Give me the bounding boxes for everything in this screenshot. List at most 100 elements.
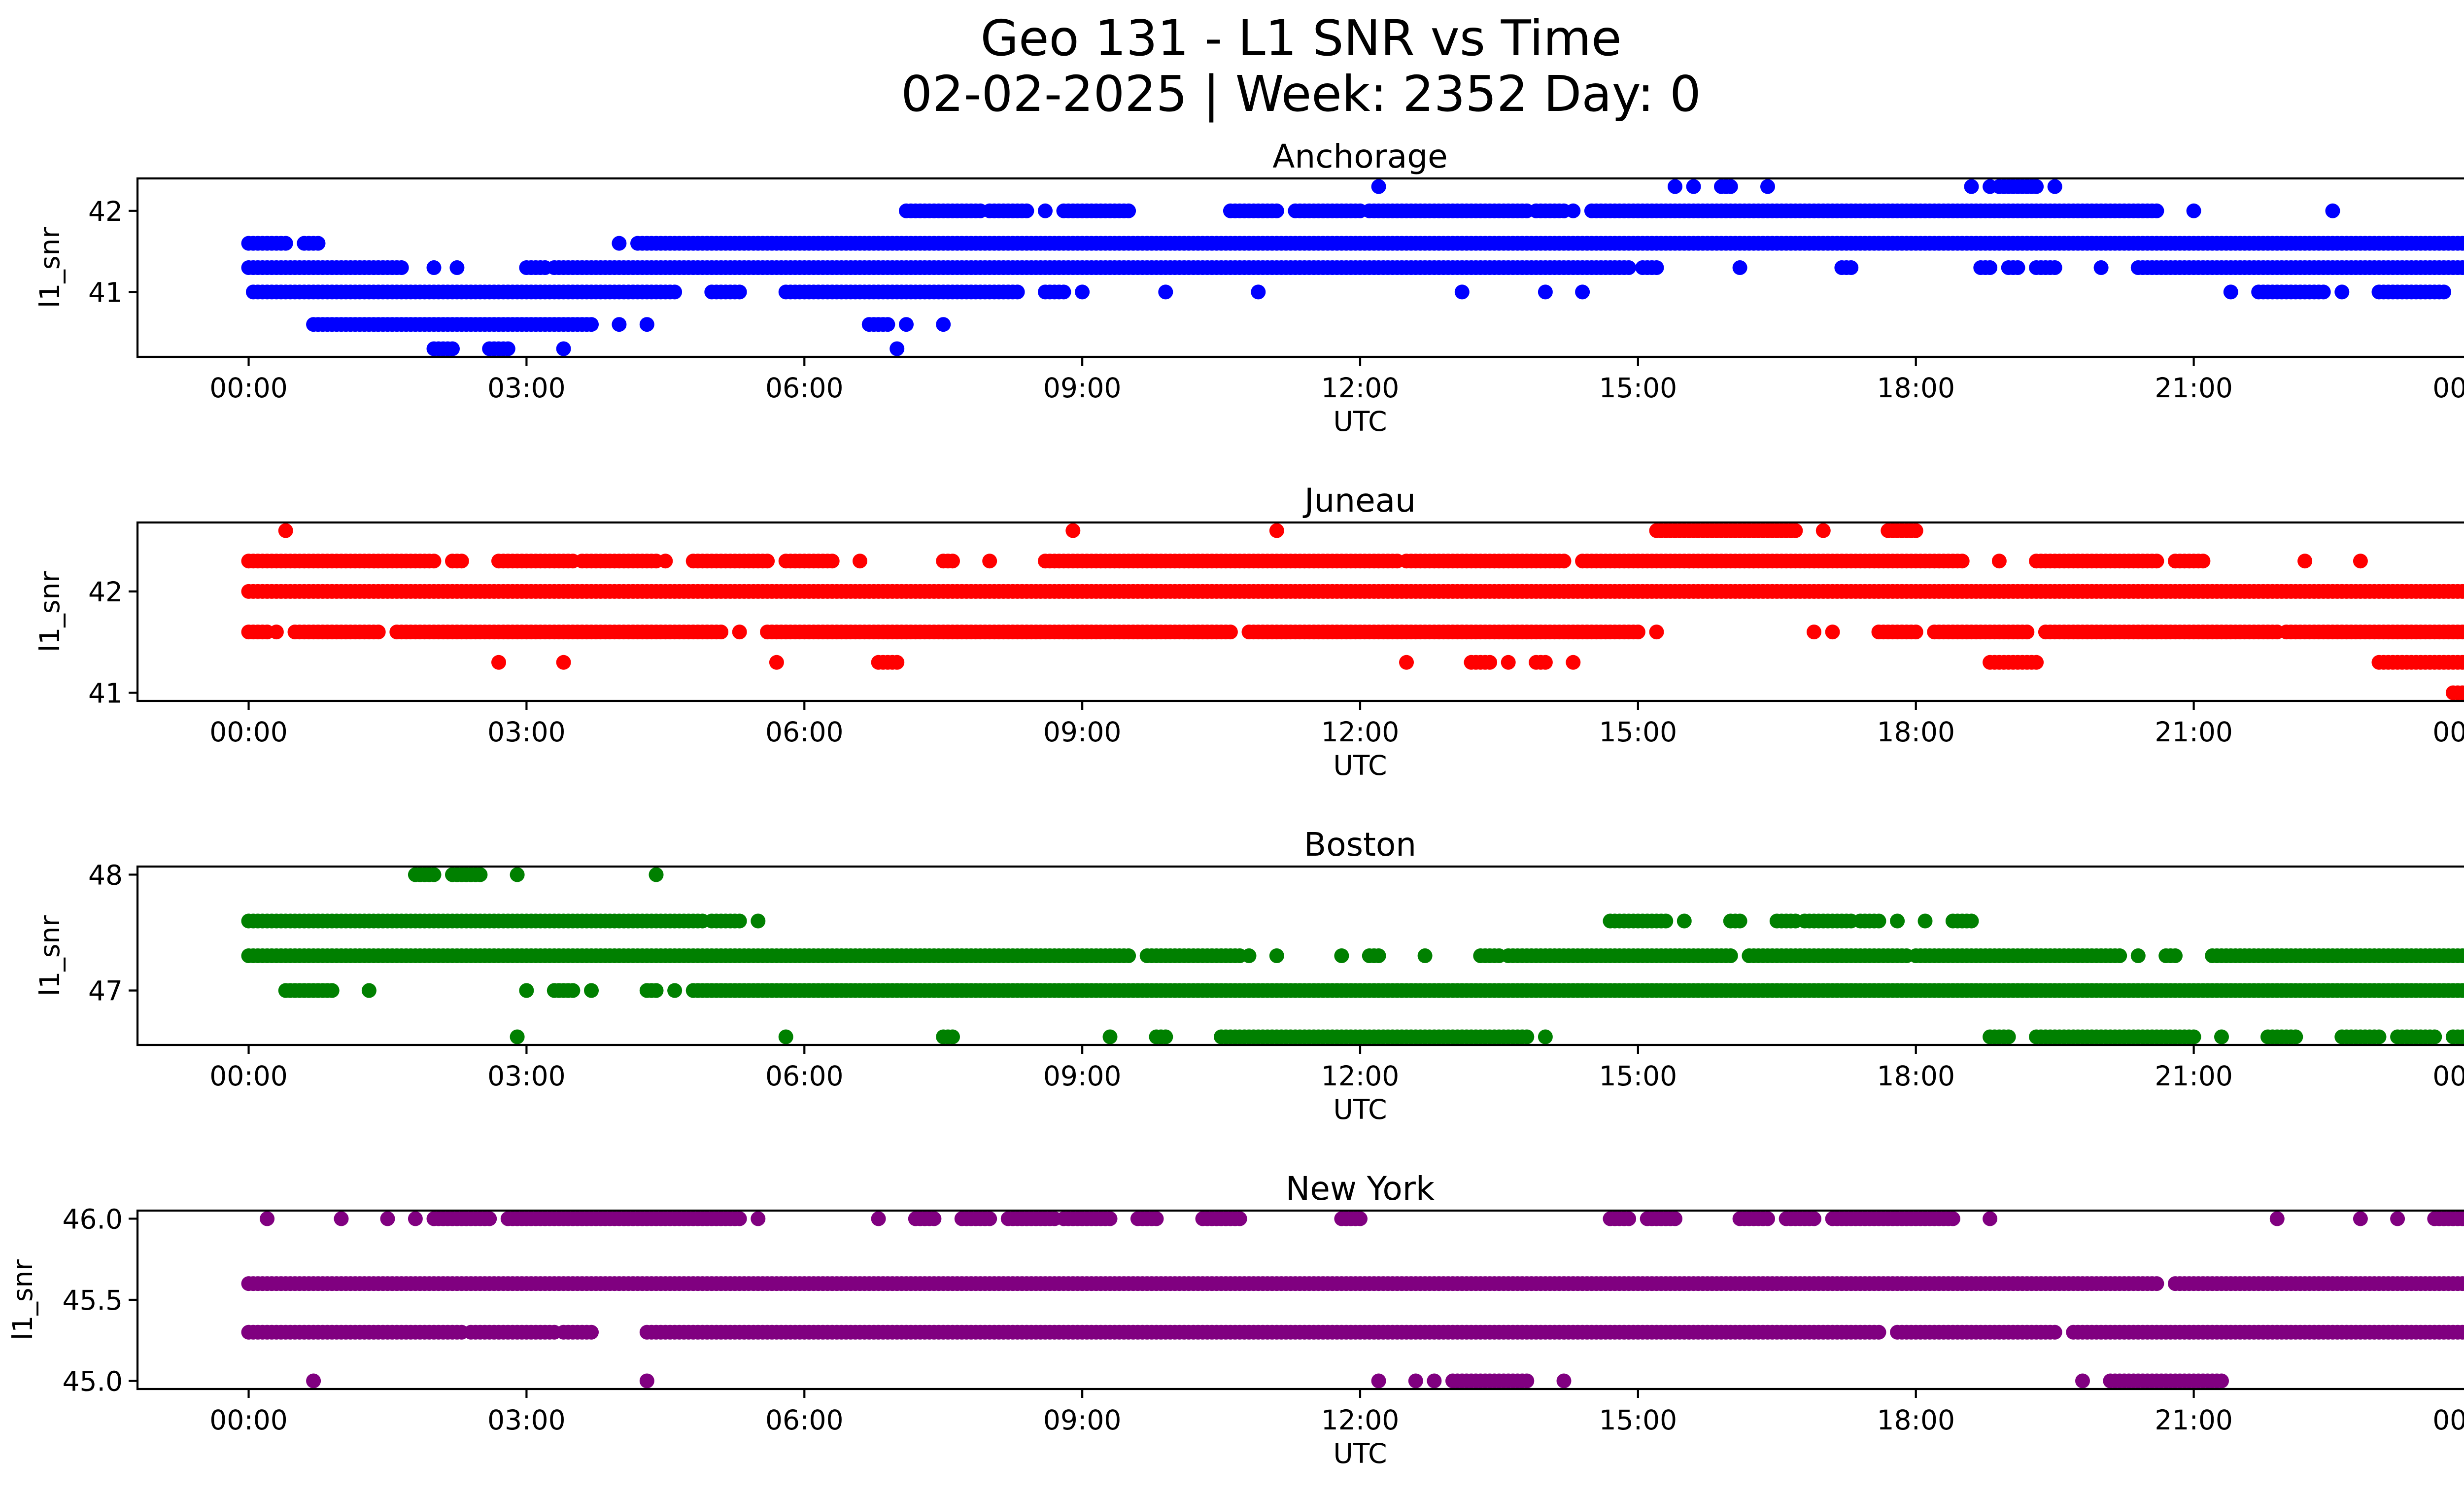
data-point — [491, 655, 506, 670]
data-point — [2186, 1029, 2201, 1044]
data-point — [1010, 284, 1025, 300]
data-point — [1334, 948, 1349, 963]
y-axis-label: l1_snr — [34, 227, 66, 308]
data-point — [1519, 1029, 1535, 1044]
data-point — [2427, 1029, 2442, 1044]
data-point — [751, 1211, 766, 1226]
data-point — [1121, 203, 1136, 218]
data-point — [2460, 585, 2464, 598]
data-point — [1158, 284, 1173, 300]
data-point — [2316, 284, 2331, 300]
data-point — [1371, 948, 1386, 963]
data-point — [1371, 1373, 1386, 1389]
data-point — [2460, 949, 2464, 963]
data-point — [732, 1211, 747, 1226]
data-point — [2455, 685, 2464, 700]
data-point — [510, 1029, 525, 1044]
data-point — [1556, 554, 1572, 569]
x-tick-label: 18:00 — [1877, 1060, 1955, 1092]
data-point — [361, 983, 376, 998]
data-point — [324, 983, 340, 998]
data-point — [500, 341, 515, 356]
scatter-points — [241, 523, 2464, 700]
data-point — [426, 554, 442, 569]
x-tick-label: 03:00 — [487, 716, 566, 748]
data-point — [769, 655, 784, 670]
x-tick-label: 15:00 — [1599, 1060, 1677, 1092]
scatter-points — [241, 867, 2464, 1044]
data-point — [1723, 948, 1738, 963]
y-tick-label: 42 — [88, 196, 123, 227]
data-point — [1954, 554, 1970, 569]
data-point — [824, 554, 840, 569]
x-tick-label: 00:00 — [209, 372, 288, 404]
data-point — [1575, 284, 1590, 300]
data-point — [2168, 948, 2183, 963]
data-point — [1427, 1373, 1442, 1389]
data-point — [1269, 948, 1284, 963]
data-point — [2460, 625, 2464, 639]
data-point — [2371, 1029, 2387, 1044]
data-point — [658, 554, 673, 569]
x-tick-label: 18:00 — [1877, 372, 1955, 404]
x-tick-label: 18:00 — [1877, 716, 1955, 748]
data-point — [732, 284, 747, 300]
data-point — [899, 317, 914, 332]
scatter-points — [241, 179, 2464, 356]
scatter-points — [241, 1211, 2464, 1389]
data-point — [1019, 203, 1034, 218]
data-point — [1102, 1029, 1118, 1044]
data-point — [1686, 179, 1701, 194]
data-point — [926, 1211, 942, 1226]
data-point — [1760, 1211, 1775, 1226]
data-point — [2334, 284, 2350, 300]
data-point — [2047, 260, 2062, 275]
data-point — [2460, 236, 2464, 250]
x-tick-label: 15:00 — [1599, 716, 1677, 748]
data-point — [1566, 655, 1581, 670]
data-point — [2010, 260, 2025, 275]
data-point — [667, 284, 683, 300]
data-point — [982, 1211, 997, 1226]
x-tick-label: 03:00 — [487, 372, 566, 404]
data-point — [426, 260, 442, 275]
x-axis-label: UTC — [1333, 750, 1387, 781]
data-point — [1991, 554, 2007, 569]
chart-title: Geo 131 - L1 SNR vs Time — [981, 9, 1622, 67]
data-point — [2460, 261, 2464, 275]
data-point — [1269, 203, 1284, 218]
data-point — [1241, 948, 1257, 963]
data-point — [1677, 913, 1692, 929]
x-tick-label: 00:00 — [209, 1060, 288, 1092]
data-point — [306, 1373, 321, 1389]
data-point — [732, 913, 747, 929]
data-point — [556, 341, 571, 356]
data-point — [1807, 1211, 1821, 1226]
data-point — [426, 867, 442, 882]
data-point — [269, 625, 284, 640]
data-point — [612, 236, 627, 251]
x-tick-label: 00:00 — [2432, 1060, 2464, 1092]
data-point — [1649, 260, 1664, 275]
subplot-title: New York — [1286, 1170, 1435, 1208]
data-point — [556, 655, 571, 670]
data-point — [982, 554, 997, 569]
data-point — [260, 1211, 275, 1226]
data-point — [2130, 948, 2146, 963]
data-point — [2029, 655, 2044, 670]
data-point — [1065, 523, 1081, 538]
data-point — [1788, 523, 1803, 538]
data-point — [2047, 179, 2062, 194]
data-point — [380, 1211, 395, 1226]
data-point — [1825, 625, 1840, 640]
data-point — [2455, 1029, 2464, 1044]
x-tick-label: 21:00 — [2155, 372, 2233, 404]
data-point — [2390, 1211, 2405, 1226]
data-point — [1621, 260, 1637, 275]
data-point — [945, 1029, 960, 1044]
data-point — [1983, 1211, 1998, 1226]
y-axis-label: l1_snr — [34, 915, 66, 996]
data-point — [2112, 948, 2127, 963]
